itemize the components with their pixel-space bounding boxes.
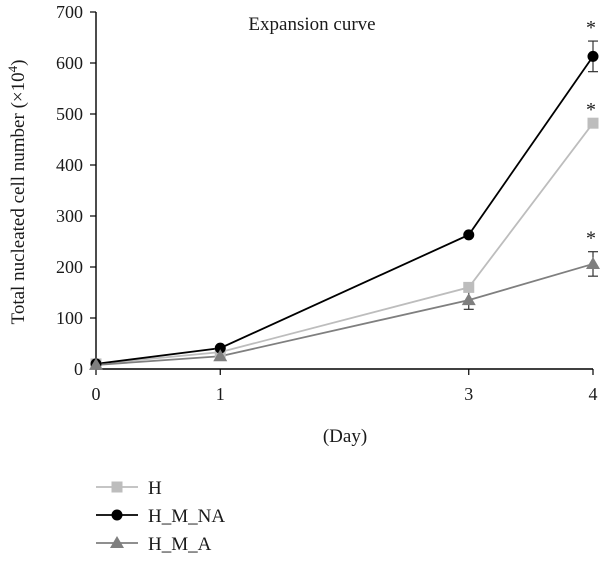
y-axis-label-main: Total nucleated cell number (×10 — [8, 72, 29, 324]
data-point-h-m-na — [463, 229, 475, 241]
x-tick-label: 1 — [216, 384, 225, 404]
data-point-h-m-na — [214, 342, 226, 354]
x-tick-label: 4 — [589, 384, 598, 404]
data-point-h-m-a — [586, 256, 600, 269]
series-line-h — [95, 122, 594, 365]
data-point-h-m-a — [89, 357, 103, 370]
chart-title: Expansion curve — [248, 14, 375, 35]
significance-asterisk: * — [586, 99, 596, 121]
y-tick-label: 100 — [56, 308, 83, 328]
significance-asterisk: * — [586, 228, 596, 250]
y-tick-label: 0 — [74, 359, 83, 379]
y-axis-label-close: ) — [8, 60, 29, 66]
legend: H H_M_NA H_M_A — [96, 478, 225, 555]
x-tick-label: 3 — [464, 384, 473, 404]
plot-area: 0 100 200 300 400 500 600 700 0 1 3 4 * * * — [56, 2, 600, 404]
y-tick-label: 600 — [56, 53, 83, 73]
legend-marker — [111, 509, 123, 521]
data-point-h-m-na — [587, 50, 599, 62]
legend-label: H_M_A — [148, 534, 212, 555]
y-tick-label: 700 — [56, 2, 83, 22]
legend-label: H — [148, 478, 162, 499]
legend-label: H_M_NA — [148, 506, 225, 527]
significance-asterisk: * — [586, 17, 596, 39]
y-tick-label: 400 — [56, 155, 83, 175]
legend-marker — [110, 536, 124, 548]
series-line-h-m-a — [95, 263, 594, 366]
x-axis-label: (Day) — [323, 426, 367, 447]
y-tick-label: 300 — [56, 206, 83, 226]
legend-marker — [111, 481, 123, 493]
data-point-h — [587, 117, 599, 129]
y-axis-label-sup: 4 — [5, 65, 20, 72]
y-axis-label: Total nucleated cell number (×104) — [5, 60, 29, 325]
x-tick-label: 0 — [92, 384, 101, 404]
data-point-h — [463, 281, 475, 293]
data-point-h-m-a — [461, 293, 476, 306]
series-line-h-m-na — [95, 55, 594, 365]
data-point-h-m-a — [213, 349, 228, 362]
y-tick-label: 500 — [56, 104, 83, 124]
y-tick-label: 200 — [56, 257, 83, 277]
